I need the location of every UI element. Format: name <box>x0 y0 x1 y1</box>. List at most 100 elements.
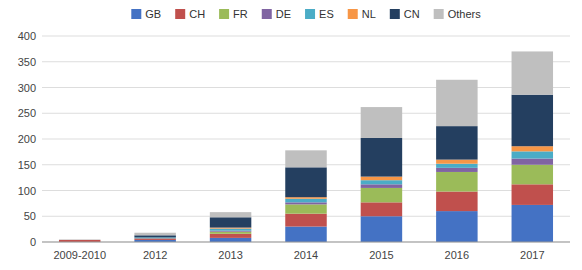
bar-segment <box>59 239 100 240</box>
bar-segment <box>210 229 251 231</box>
legend-swatch <box>262 9 272 19</box>
legend-label: Others <box>448 8 482 20</box>
bar-segment <box>436 164 477 168</box>
bar-segment <box>285 150 326 167</box>
bar-segment <box>361 202 402 216</box>
legend: GB CH FR DE ES NL CN Others <box>131 8 481 20</box>
bar-segment <box>210 234 251 238</box>
bar-segment <box>361 107 402 138</box>
bar-segment <box>512 184 553 205</box>
y-tick-label: 150 <box>18 159 36 171</box>
bar-segment <box>512 205 553 242</box>
legend-label: ES <box>319 8 334 20</box>
bar-segment <box>59 239 100 240</box>
legend-item: Others <box>434 8 482 20</box>
bar-segment <box>512 151 553 158</box>
bar-segment <box>210 238 251 242</box>
bar-segment <box>512 165 553 185</box>
bar-segment <box>59 239 100 240</box>
bar-segment <box>134 237 175 238</box>
bar-segment <box>210 217 251 227</box>
x-tick-label: 2012 <box>143 249 167 261</box>
legend-label: FR <box>233 8 248 20</box>
bar-segment <box>285 202 326 204</box>
legend-label: GB <box>145 8 161 20</box>
legend-swatch <box>175 9 185 19</box>
bar-segment <box>361 184 402 188</box>
grid-line <box>42 61 570 62</box>
y-tick-label: 250 <box>18 107 36 119</box>
legend-swatch <box>131 9 141 19</box>
bar-segment <box>436 126 477 159</box>
legend-item: DE <box>262 8 291 20</box>
bar-segment <box>285 227 326 242</box>
y-tick-label: 300 <box>18 82 36 94</box>
bar-segment <box>361 188 402 202</box>
bar-segment <box>436 80 477 126</box>
y-tick-label: 50 <box>24 210 36 222</box>
bar-segment <box>285 204 326 213</box>
legend-item: FR <box>219 8 248 20</box>
bar-segment <box>210 212 251 217</box>
x-tick-label: 2014 <box>294 249 318 261</box>
bar-segment <box>59 239 100 241</box>
legend-item: CN <box>390 8 420 20</box>
grid-line <box>42 87 570 88</box>
bar-segment <box>285 167 326 197</box>
grid-line <box>42 36 570 37</box>
legend-item: ES <box>305 8 334 20</box>
bar-segment <box>210 232 251 234</box>
bar-segment <box>285 214 326 227</box>
legend-label: NL <box>362 8 376 20</box>
bar-segment <box>436 160 477 164</box>
legend-swatch <box>390 9 400 19</box>
bar-segment <box>210 231 251 232</box>
grid <box>42 36 570 242</box>
y-tick-label: 100 <box>18 185 36 197</box>
bar-segment <box>59 239 100 240</box>
bar-segment <box>512 95 553 146</box>
bar-segment <box>134 238 175 239</box>
bar-segment <box>361 180 402 184</box>
legend-label: DE <box>276 8 291 20</box>
grid-line <box>42 113 570 114</box>
x-tick-label: 2015 <box>369 249 393 261</box>
legend-swatch <box>219 9 229 19</box>
legend-swatch <box>305 9 315 19</box>
bar-segment <box>285 197 326 199</box>
grid-line <box>42 242 570 243</box>
legend-item: CH <box>175 8 205 20</box>
y-tick-label: 400 <box>18 30 36 42</box>
bars <box>59 51 553 242</box>
bar-segment <box>134 238 175 240</box>
legend-item: NL <box>348 8 376 20</box>
x-tick-label: 2017 <box>520 249 544 261</box>
bar-segment <box>361 177 402 181</box>
bar-segment <box>134 235 175 237</box>
bar-segment <box>512 51 553 94</box>
bar-segment <box>436 211 477 242</box>
x-tick-label: 2009-2010 <box>53 249 106 261</box>
grid-line <box>42 139 570 140</box>
legend-label: CH <box>189 8 205 20</box>
bar-segment <box>361 138 402 177</box>
bar-segment <box>512 146 553 151</box>
y-tick-label: 350 <box>18 56 36 68</box>
y-tick-label: 0 <box>30 236 36 248</box>
legend-item: GB <box>131 8 161 20</box>
bar-segment <box>436 192 477 212</box>
bar-segment <box>285 199 326 203</box>
legend-swatch <box>434 9 444 19</box>
bar-segment <box>436 172 477 192</box>
bar-segment <box>59 239 100 240</box>
x-tick-label: 2013 <box>218 249 242 261</box>
bar-segment <box>361 216 402 242</box>
bar-segment <box>210 228 251 229</box>
legend-swatch <box>348 9 358 19</box>
bar-segment <box>134 238 175 239</box>
x-axis-line <box>42 242 570 243</box>
bar-segment <box>512 159 553 165</box>
y-tick-label: 200 <box>18 133 36 145</box>
bar-segment <box>436 168 477 172</box>
legend-label: CN <box>404 8 420 20</box>
